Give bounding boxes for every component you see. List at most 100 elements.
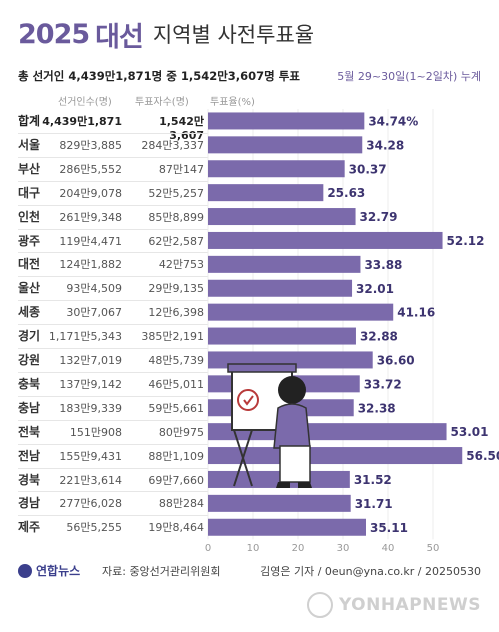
voters-cell: 93만4,509 (66, 282, 122, 296)
votes-cell: 80만975 (158, 425, 204, 439)
votes-cell: 69만7,660 (148, 473, 204, 487)
voting-booth-illustration (227, 363, 312, 488)
region-label: 대구 (18, 185, 41, 200)
row-divider (18, 228, 208, 230)
bar (208, 255, 361, 273)
row-divider (18, 300, 208, 302)
yonhap-logo-icon (18, 563, 32, 578)
x-tick-label: 10 (247, 543, 260, 554)
period-text: 5월 29~30일(1~2일차) 누계 (337, 70, 481, 83)
votes-cell: 46만5,011 (148, 377, 204, 391)
votes-cell: 59만5,661 (148, 401, 204, 415)
voter-shoes (276, 482, 312, 488)
value-label: 35.11 (370, 521, 408, 535)
check-mark-icon (243, 395, 254, 406)
region-label: 경북 (18, 472, 41, 487)
title: 2025 대선 지역별 사전투표율 (18, 14, 314, 54)
region-label: 충남 (18, 400, 41, 415)
row-divider (18, 419, 208, 421)
value-label: 34.28 (366, 138, 404, 152)
voters-cell: 204만9,078 (59, 186, 122, 200)
column-rate-header: 투표율(%) (210, 97, 255, 108)
watermark-icon (306, 592, 333, 618)
row-divider (18, 395, 208, 397)
value-label: 36.60 (377, 353, 415, 367)
votes-cell: 85만8,899 (148, 210, 204, 224)
row-divider (18, 132, 208, 134)
voters-cell: 4,439만1,871 (42, 115, 122, 128)
votes-cell: 62만2,587 (148, 234, 204, 248)
logo-text: 연합뉴스 (36, 564, 81, 578)
voters-cell: 119만4,471 (59, 234, 122, 248)
value-label: 53.01 (451, 425, 489, 439)
votes-cell: 48만5,739 (148, 354, 204, 367)
voters-cell: 124만1,882 (59, 258, 122, 272)
voters-cell: 56만5,255 (66, 521, 122, 535)
bar (208, 518, 366, 536)
row-divider (18, 180, 208, 182)
value-label: 56.50 (466, 449, 499, 463)
region-label: 충북 (18, 376, 41, 391)
voters-cell: 151만908 (69, 425, 122, 439)
yonhap-logo: 연합뉴스 (18, 562, 80, 579)
column-voters-header: 선거인수(명) (58, 97, 112, 108)
row-divider (18, 156, 208, 158)
bar (208, 136, 363, 154)
watermark-text: YONHAPNEWS (338, 595, 481, 615)
value-label: 52.12 (447, 234, 485, 248)
x-tick-label: 40 (382, 543, 395, 554)
x-tick-label: 30 (337, 543, 350, 554)
column-votes-header: 투표자수(명) (135, 97, 189, 108)
votes-cell: 12만6,398 (148, 306, 204, 320)
booth-leg (233, 429, 253, 487)
voters-cell: 183만9,339 (59, 401, 122, 415)
votes-cell: 1,542만3,607 (159, 115, 204, 142)
row-divider (18, 515, 208, 517)
x-tick-label: 20 (292, 543, 305, 554)
region-label: 경기 (18, 329, 41, 344)
watermark: YONHAPNEWS (306, 592, 481, 618)
value-label: 25.63 (327, 186, 365, 200)
region-label: 부산 (18, 161, 41, 176)
bar (208, 303, 394, 321)
voters-cell: 155만9,431 (59, 449, 122, 463)
region-label: 인천 (18, 209, 41, 224)
region-label: 세종 (18, 305, 41, 320)
bar (208, 327, 356, 345)
voters-cell: 261만9,348 (59, 210, 122, 224)
booth-top (227, 363, 297, 373)
votes-cell: 87만147 (158, 162, 204, 176)
row-divider (18, 324, 208, 326)
title-year: 2025 (18, 18, 90, 50)
summary-text: 총 선거인 4,439만1,871명 중 1,542만3,607명 투표 (18, 69, 300, 83)
bar (208, 112, 365, 130)
voters-cell: 1,171만5,343 (48, 330, 122, 344)
value-label: 34.74% (368, 114, 418, 128)
row-divider (18, 252, 208, 254)
value-label: 32.88 (360, 330, 398, 344)
value-label: 32.01 (356, 282, 394, 296)
value-label: 41.16 (397, 306, 435, 320)
value-label: 30.37 (349, 162, 387, 176)
row-divider (18, 443, 208, 445)
bar (208, 494, 351, 512)
voters-cell: 30만7,067 (66, 306, 122, 320)
bar (208, 279, 353, 297)
region-label: 전북 (18, 424, 41, 439)
value-label: 33.72 (364, 377, 402, 391)
votes-cell: 88만284 (158, 497, 204, 511)
region-label: 경남 (18, 496, 41, 511)
value-label: 32.38 (358, 401, 396, 415)
voters-cell: 829만3,885 (59, 138, 122, 152)
region-label: 제주 (18, 520, 41, 535)
votes-cell: 52만5,257 (148, 186, 204, 200)
row-divider (18, 348, 208, 349)
ballot-stamp-icon (237, 389, 259, 411)
value-label: 32.79 (360, 210, 398, 224)
x-tick-label: 50 (427, 543, 440, 554)
source-text: 자료: 중앙선거관리위원회 (102, 565, 221, 578)
voters-cell: 137만9,142 (59, 377, 122, 391)
votes-cell: 385만2,191 (141, 330, 204, 344)
row-divider (18, 467, 208, 469)
